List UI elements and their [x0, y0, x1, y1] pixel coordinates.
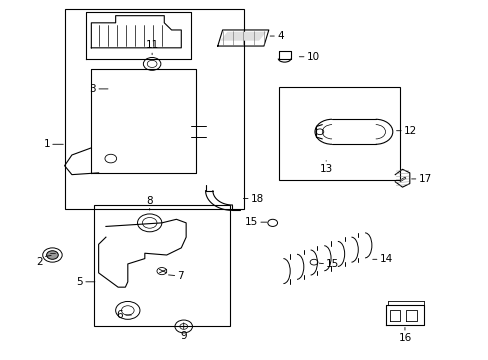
- Text: 11: 11: [145, 40, 159, 50]
- Circle shape: [46, 251, 58, 259]
- Text: 12: 12: [403, 126, 416, 136]
- Text: 15: 15: [244, 217, 258, 227]
- Text: 16: 16: [398, 333, 411, 343]
- Bar: [278, 87, 399, 180]
- Text: 4: 4: [277, 31, 283, 41]
- Text: 8: 8: [146, 196, 153, 206]
- Text: 17: 17: [418, 174, 431, 184]
- Polygon shape: [220, 32, 266, 41]
- Text: 3: 3: [89, 84, 96, 94]
- Bar: [94, 205, 229, 327]
- Text: 2: 2: [36, 257, 42, 267]
- Text: 15: 15: [325, 259, 339, 269]
- Text: 18: 18: [250, 194, 264, 203]
- Text: 14: 14: [379, 254, 392, 264]
- Text: 1: 1: [43, 139, 50, 149]
- Text: 7: 7: [177, 271, 183, 281]
- Text: 5: 5: [76, 277, 83, 287]
- Text: 9: 9: [180, 332, 186, 342]
- Text: 6: 6: [116, 310, 122, 320]
- Text: 13: 13: [319, 164, 332, 174]
- Bar: [64, 9, 244, 208]
- Text: 10: 10: [306, 52, 319, 62]
